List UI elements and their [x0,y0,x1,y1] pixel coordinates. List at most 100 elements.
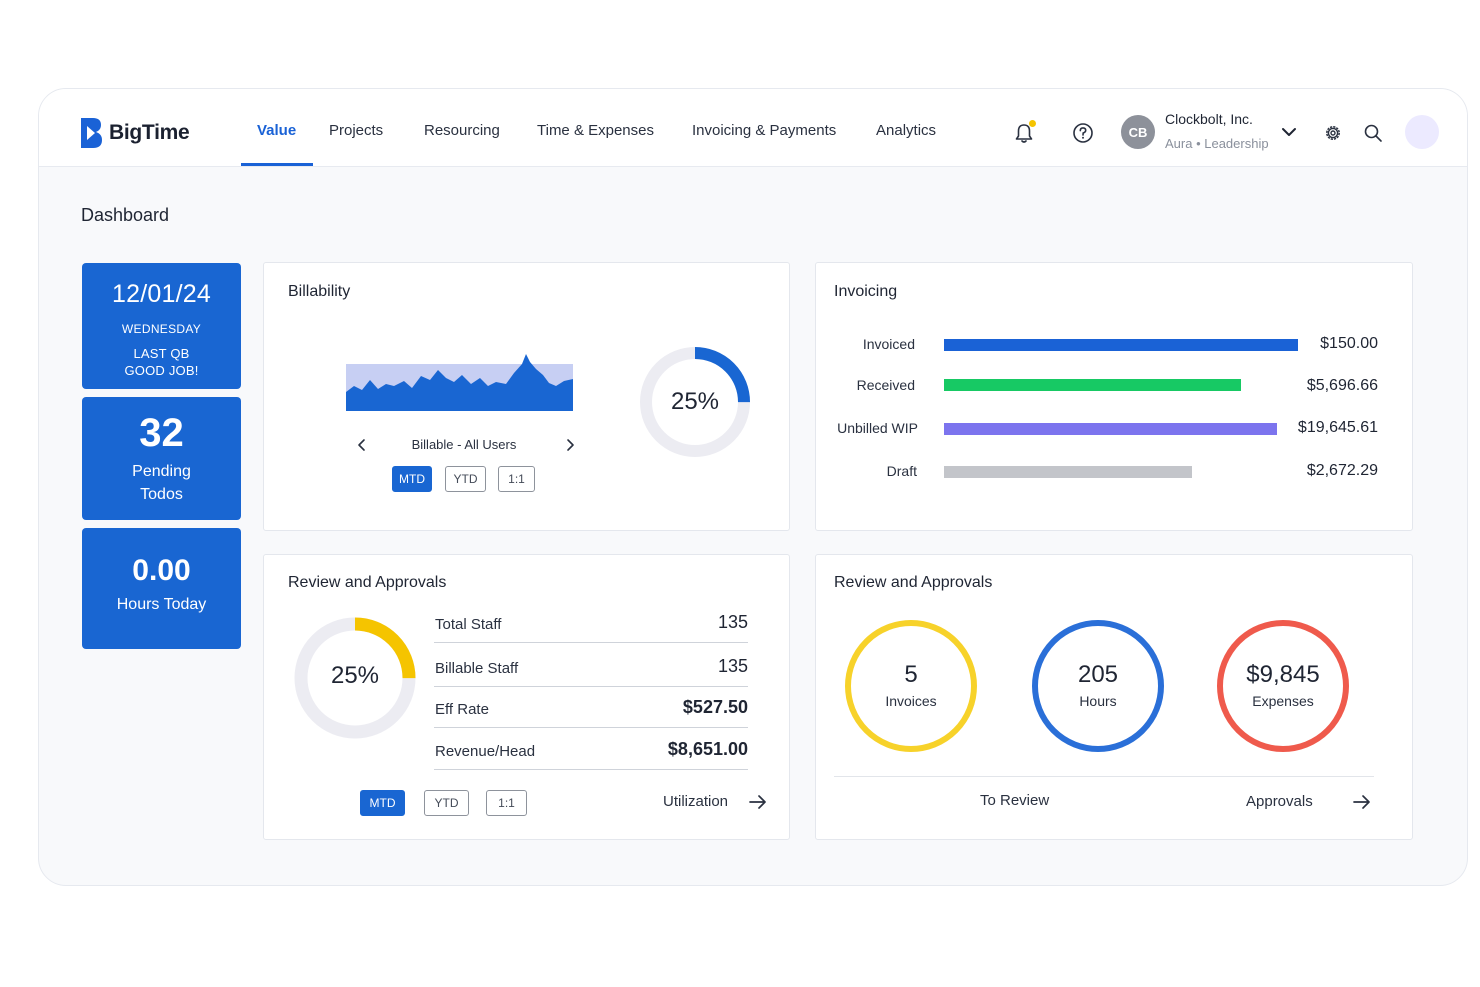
invoices-ring[interactable] [842,617,980,755]
period-1-1-button[interactable]: 1:1 [486,790,527,816]
staff-percent: 25% [330,662,380,689]
eff-rate-label: Eff Rate [435,701,489,718]
period-ytd-button[interactable]: YTD [445,466,486,492]
received-label: Received [856,377,915,393]
hours-caption: Hours [1079,693,1117,709]
pending-todos-tile[interactable]: 32 Pending Todos [82,397,241,520]
notification-dot [1029,120,1036,127]
org-switcher-button[interactable] [1276,119,1302,145]
expenses-amount: $9,845 [1246,661,1320,688]
revenue-head-label: Revenue/Head [435,743,536,760]
hours-ring[interactable] [1029,617,1167,755]
date-value: 12/01/24 [112,280,211,308]
draft-label: Draft [886,463,917,479]
approvals-link[interactable]: Approvals [1246,793,1313,810]
bell-icon [1015,124,1033,143]
invoices-count: 5 [904,661,918,688]
billable-staff-value: 135 [717,656,748,676]
period-mtd-button[interactable]: MTD [360,790,405,816]
logo[interactable]: BigTime [79,116,190,150]
tile-message: LAST QB GOOD JOB! [82,345,241,379]
received-value: $5,696.66 [1306,377,1378,394]
settings-button[interactable] [1320,120,1346,146]
hours-count: 205 [1077,661,1119,688]
period-ytd-button[interactable]: YTD [424,790,469,816]
divider [834,776,1374,777]
revenue-head-value: $8,651.00 [667,739,748,759]
invoices-caption: Invoices [885,693,937,709]
invoicing-card: Invoicing Invoiced $150.00 Received $5,6… [815,262,1413,531]
invoiced-bar [944,339,1298,351]
expenses-ring[interactable] [1214,617,1352,755]
tile-message-line-1: LAST QB [133,346,190,361]
draft-value: $2,672.29 [1306,462,1378,479]
nav-item-projects[interactable]: Projects [329,122,384,139]
chevron-right-icon[interactable] [564,438,576,452]
app-window: BigTime Value Projects Resourcing Time &… [38,88,1468,886]
nav-item-analytics[interactable]: Analytics [876,122,937,139]
org-avatar[interactable]: CB [1121,115,1155,149]
tile-message-line-2: GOOD JOB! [124,363,199,378]
review-approvals-staff-card: Review and Approvals 25% Total Staff 135… [263,554,790,840]
period-1-1-button[interactable]: 1:1 [498,466,535,492]
billability-donut [640,347,750,457]
billable-staff-label: Billable Staff [435,660,519,677]
bigtime-logo-icon [81,118,102,148]
metric-row: Eff Rate $527.50 [434,686,748,728]
expenses-caption: Expenses [1252,693,1314,709]
review-approvals-items-card: Review and Approvals 5 Invoices 205 Hour… [815,554,1413,840]
notifications-button[interactable] [1011,120,1037,146]
pending-todos-count: 32 [139,411,184,455]
active-tab-indicator [241,163,313,166]
eff-rate-value: $527.50 [682,697,748,717]
org-role: Aura • Leadership [1165,136,1269,151]
staff-billability-donut [294,617,416,739]
org-name[interactable]: Clockbolt, Inc. [1165,111,1253,127]
total-staff-label: Total Staff [435,616,502,633]
to-review-link[interactable]: To Review [980,792,1050,809]
search-icon [1364,124,1382,142]
total-staff-value: 135 [717,612,748,632]
help-icon [1073,123,1093,143]
billability-selector-label: Billable - All Users [411,437,517,452]
review-approvals-staff-title: Review and Approvals [288,574,447,591]
received-bar [944,379,1241,391]
search-button[interactable] [1360,120,1386,146]
chevron-left-icon[interactable] [356,438,368,452]
chevron-down-icon [1282,128,1296,136]
hours-today-label: Hours Today [116,596,207,613]
billability-sparkline [346,354,573,411]
pending-todos-label-line-1: Pending [132,463,191,480]
unbilled-wip-value: $19,645.61 [1297,419,1378,436]
day-label: WEDNESDAY [121,322,202,336]
hours-today-value: 0.00 [132,554,191,587]
page-title: Dashboard [81,205,170,225]
utilization-link[interactable]: Utilization [663,793,729,810]
invoiced-value: $150.00 [1320,335,1378,352]
billability-title: Billability [288,283,351,300]
app-name: BigTime [109,121,190,144]
billability-percent: 25% [670,388,720,415]
arrow-right-icon[interactable] [1352,794,1372,810]
date-tile: 12/01/24 WEDNESDAY LAST QB GOOD JOB! [82,263,241,389]
invoicing-title: Invoicing [834,283,898,300]
user-avatar[interactable] [1405,115,1439,149]
metric-row: Billable Staff 135 [434,645,748,687]
nav-item-value[interactable]: Value [257,122,297,139]
review-approvals-items-title: Review and Approvals [834,574,993,591]
nav-item-time-expenses[interactable]: Time & Expenses [537,122,654,139]
nav-item-resourcing[interactable]: Resourcing [424,122,500,139]
draft-bar [944,466,1192,478]
top-navigation-bar: BigTime Value Projects Resourcing Time &… [39,89,1467,167]
pending-todos-label: Pending Todos [82,460,241,506]
period-mtd-button[interactable]: MTD [392,466,432,492]
help-button[interactable] [1070,120,1096,146]
metric-row: Revenue/Head $8,651.00 [434,728,748,770]
billability-card: Billability Billable - All Users MTD YTD… [263,262,790,531]
arrow-right-icon[interactable] [748,794,768,810]
unbilled-wip-bar [944,423,1277,435]
pending-todos-label-line-2: Todos [140,486,183,503]
hours-today-tile[interactable]: 0.00 Hours Today [82,528,241,649]
metric-row: Total Staff 135 [434,601,748,643]
nav-item-invoicing-payments[interactable]: Invoicing & Payments [692,122,837,139]
